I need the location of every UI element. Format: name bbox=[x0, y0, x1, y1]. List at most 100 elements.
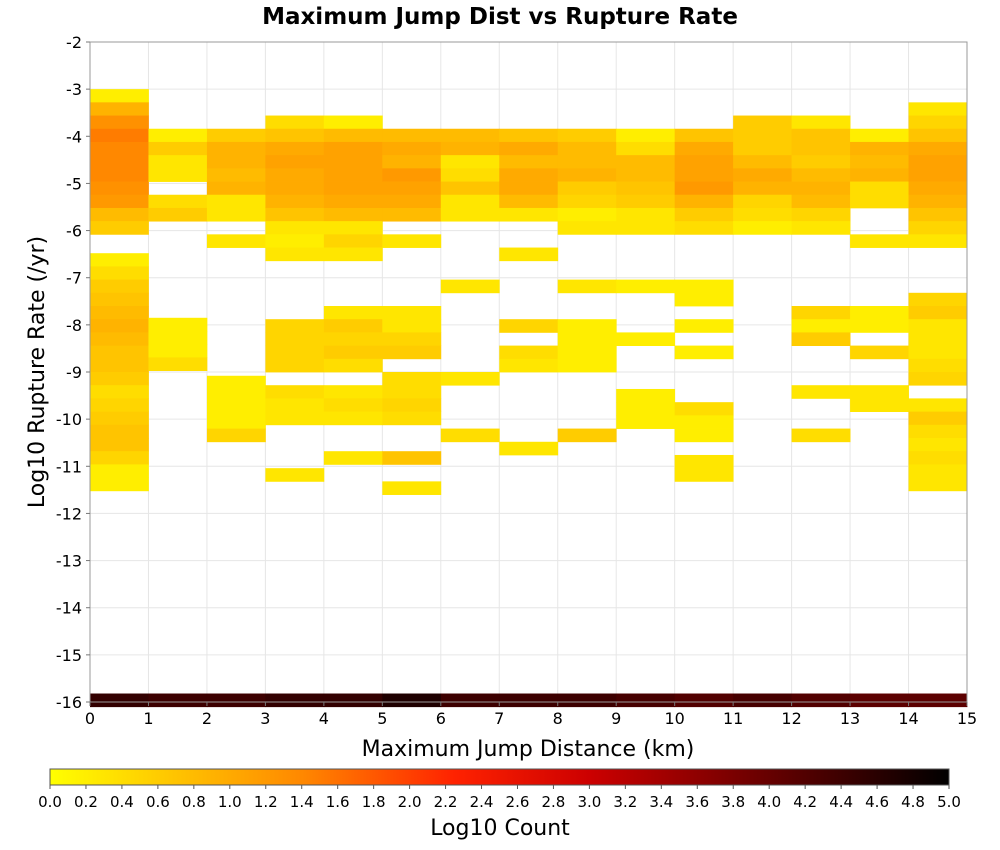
heatmap-cell bbox=[908, 358, 968, 373]
heatmap-cell bbox=[850, 234, 909, 248]
heatmap-cell bbox=[616, 194, 676, 209]
heatmap-cell bbox=[90, 128, 149, 143]
heatmap-cell bbox=[557, 693, 617, 708]
colorbar-tick-label: 3.6 bbox=[685, 793, 709, 811]
heatmap-cell bbox=[674, 345, 734, 360]
heatmap-cell bbox=[616, 181, 676, 196]
heatmap-cell bbox=[674, 468, 734, 482]
heatmap-cell bbox=[90, 102, 149, 116]
heatmap-cell bbox=[440, 372, 500, 386]
heatmap-cell bbox=[323, 194, 383, 209]
y-tick-label: -4 bbox=[66, 127, 82, 146]
heatmap-cell bbox=[499, 247, 559, 262]
heatmap-cell bbox=[323, 155, 383, 169]
heatmap-cell bbox=[265, 332, 325, 346]
heatmap-cell bbox=[908, 477, 968, 492]
heatmap-cell bbox=[616, 415, 676, 429]
heatmap-cell bbox=[850, 319, 909, 333]
colorbar-tick-label: 4.4 bbox=[829, 793, 853, 811]
heatmap-cell bbox=[382, 319, 442, 333]
colorbar-tick-label: 0.2 bbox=[74, 793, 98, 811]
heatmap-cell bbox=[674, 181, 734, 196]
heatmap-cell bbox=[908, 424, 968, 439]
heatmap-cell bbox=[674, 221, 734, 235]
heatmap-cell bbox=[733, 181, 792, 196]
heatmap-cell bbox=[382, 194, 442, 209]
heatmap-cell bbox=[90, 279, 149, 294]
heatmap-cell bbox=[265, 398, 325, 412]
heatmap-cell bbox=[616, 693, 676, 708]
heatmap-cell bbox=[90, 693, 149, 708]
heatmap-cell bbox=[148, 317, 208, 332]
heatmap-cell bbox=[791, 319, 851, 333]
heatmap-cell bbox=[323, 451, 383, 465]
colorbar-tick-label: 3.4 bbox=[649, 793, 673, 811]
heatmap-cell bbox=[265, 141, 325, 156]
heatmap-cell bbox=[90, 89, 149, 103]
heatmap-cell bbox=[323, 141, 383, 156]
heatmap-cell bbox=[557, 141, 617, 156]
y-tick-label: -10 bbox=[56, 410, 82, 429]
y-tick-label: -7 bbox=[66, 269, 82, 288]
heatmap-cell bbox=[382, 168, 442, 182]
heatmap-cell bbox=[557, 181, 617, 196]
heatmap-cell bbox=[850, 141, 909, 156]
heatmap-cell bbox=[499, 141, 559, 156]
heatmap-cell bbox=[616, 402, 676, 416]
heatmap-cell bbox=[206, 207, 266, 222]
heatmap-cell bbox=[674, 128, 734, 143]
heatmap-cell bbox=[90, 207, 149, 222]
x-tick-label: 1 bbox=[143, 709, 153, 728]
heatmap-cell bbox=[674, 292, 734, 307]
heatmap-cell bbox=[90, 358, 149, 373]
heatmap-cell bbox=[499, 207, 559, 222]
heatmap-cell bbox=[148, 693, 208, 708]
heatmap-cell bbox=[616, 279, 676, 294]
heatmap-cell bbox=[908, 345, 968, 360]
y-tick-label: -8 bbox=[66, 316, 82, 335]
colorbar-tick-label: 0.4 bbox=[110, 793, 134, 811]
heatmap-cell bbox=[791, 306, 851, 320]
heatmap-cell bbox=[90, 221, 149, 235]
heatmap-cell bbox=[908, 332, 968, 346]
heatmap-cell bbox=[265, 168, 325, 182]
heatmap-cell bbox=[206, 375, 266, 390]
y-tick-label: -5 bbox=[66, 174, 82, 193]
heatmap-cell bbox=[499, 128, 559, 143]
heatmap-cell bbox=[674, 141, 734, 156]
heatmap-cell bbox=[323, 411, 383, 426]
heatmap-cell bbox=[674, 693, 734, 708]
heatmap-cell bbox=[206, 194, 266, 209]
heatmap-cell bbox=[265, 115, 325, 130]
heatmap-cell bbox=[499, 693, 559, 708]
heatmap-cell bbox=[499, 168, 559, 182]
x-tick-label: 2 bbox=[202, 709, 212, 728]
heatmap-cell bbox=[90, 411, 149, 426]
x-tick-label: 12 bbox=[781, 709, 801, 728]
heatmap-cell bbox=[499, 181, 559, 196]
heatmap-cell bbox=[791, 181, 851, 196]
heatmap-cell bbox=[791, 141, 851, 156]
heatmap-cell bbox=[674, 454, 734, 469]
colorbar-tick-label: 2.8 bbox=[542, 793, 566, 811]
heatmap-cell bbox=[499, 358, 559, 373]
x-axis-ticks: 0 1 2 3 4 5 6 7 8 9 10 11 12 13 14 15 bbox=[85, 702, 977, 728]
heatmap-cell bbox=[265, 468, 325, 482]
heatmap-cell bbox=[265, 234, 325, 248]
heatmap-cell bbox=[382, 234, 442, 248]
heatmap-cell bbox=[557, 279, 617, 294]
heatmap-cell bbox=[90, 451, 149, 465]
heatmap-cell bbox=[557, 207, 617, 222]
heatmap-cell bbox=[791, 332, 851, 346]
heatmap-cell bbox=[382, 128, 442, 143]
heatmap-cell bbox=[206, 428, 266, 443]
heatmap-cell bbox=[440, 693, 500, 708]
heatmap-cell bbox=[90, 115, 149, 130]
x-tick-label: 0 bbox=[85, 709, 95, 728]
colorbar-tick-label: 0.8 bbox=[182, 793, 206, 811]
heatmap-cell bbox=[733, 693, 792, 708]
heatmap-cell bbox=[440, 128, 500, 143]
y-tick-label: -3 bbox=[66, 80, 82, 99]
heatmap-cell bbox=[791, 221, 851, 235]
